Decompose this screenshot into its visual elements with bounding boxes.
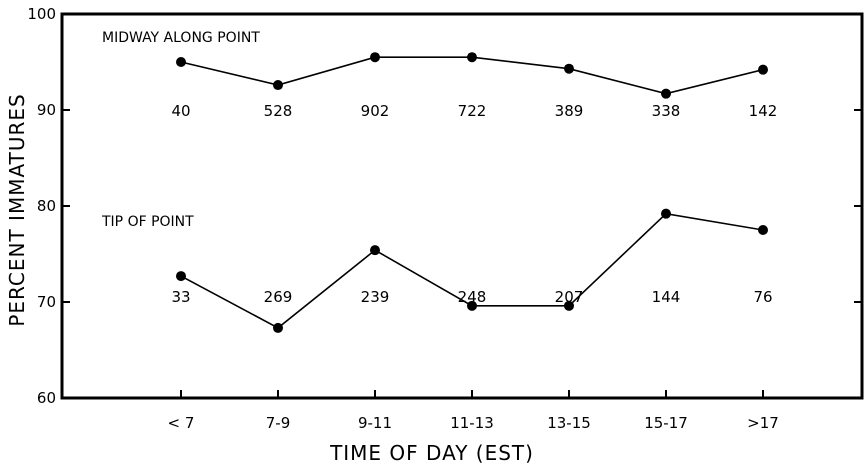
series-line-0 bbox=[180, 56, 764, 95]
sample-count-label: 207 bbox=[555, 288, 584, 306]
plot-frame bbox=[60, 12, 864, 400]
x-tick-label: < 7 bbox=[168, 414, 195, 432]
y-axis: 60 70 80 90 100 bbox=[27, 5, 862, 407]
x-tick-label: 11-13 bbox=[450, 414, 494, 432]
data-point bbox=[370, 52, 380, 63]
sample-count-label: 528 bbox=[264, 102, 293, 120]
sample-count-label: 142 bbox=[749, 102, 778, 120]
data-point bbox=[661, 208, 671, 219]
data-point bbox=[176, 57, 186, 67]
sample-count-label: 269 bbox=[264, 288, 293, 306]
data-point bbox=[564, 300, 574, 311]
data-point bbox=[661, 88, 671, 99]
x-tick-label: 15-17 bbox=[644, 414, 688, 432]
data-point bbox=[467, 52, 477, 63]
x-tick-label: 7-9 bbox=[266, 414, 291, 432]
sample-count-label: 722 bbox=[458, 102, 487, 120]
sample-count-label: 239 bbox=[361, 288, 390, 306]
y-tick-label: 70 bbox=[37, 293, 56, 311]
sample-count-label: 389 bbox=[555, 102, 584, 120]
series-layer: 40 528 902 722 389 338 142 33 269 239 248 207 144 76 bbox=[171, 52, 777, 333]
x-axis: < 7 7-9 9-11 11-13 13-15 15-17 >17 bbox=[168, 390, 779, 432]
data-point bbox=[273, 322, 283, 333]
x-axis-title: TIME OF DAY (EST) bbox=[329, 441, 534, 465]
data-point bbox=[758, 225, 768, 235]
sample-count-label: 144 bbox=[652, 288, 681, 306]
y-axis-title: PERCENT IMMATURES bbox=[5, 93, 29, 326]
sample-count-label: 40 bbox=[171, 102, 190, 120]
data-point bbox=[273, 80, 283, 91]
y-tick-label: 100 bbox=[27, 5, 56, 23]
series-label-midway: MIDWAY ALONG POINT bbox=[102, 30, 260, 46]
sample-count-label: 338 bbox=[652, 102, 681, 120]
x-tick-label: >17 bbox=[747, 414, 779, 432]
sample-count-label: 248 bbox=[458, 288, 487, 306]
data-point bbox=[370, 245, 380, 256]
sample-count-label: 76 bbox=[753, 288, 772, 306]
y-tick-label: 80 bbox=[37, 197, 56, 215]
x-tick-label: 13-15 bbox=[547, 414, 591, 432]
sample-count-label: 33 bbox=[171, 288, 190, 306]
sample-count-label: 902 bbox=[361, 102, 390, 120]
y-tick-label: 90 bbox=[37, 101, 56, 119]
data-point bbox=[467, 300, 477, 311]
data-point bbox=[176, 271, 186, 282]
y-tick-label: 60 bbox=[37, 389, 56, 407]
x-tick-label: 9-11 bbox=[358, 414, 392, 432]
data-point bbox=[564, 63, 574, 74]
series-label-tip: TIP OF POINT bbox=[101, 214, 194, 230]
data-point bbox=[758, 64, 768, 75]
